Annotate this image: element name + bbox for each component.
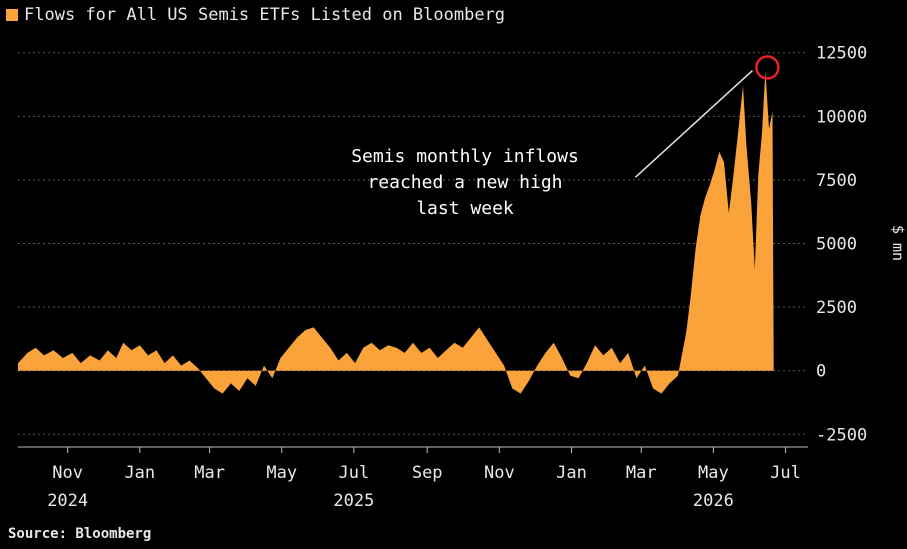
x-tick-label: May	[266, 463, 297, 483]
x-axis: Nov Jan Mar May Jul Sep Nov Jan Mar May Jul 2024 202…	[47, 447, 801, 511]
chart-title: Flows for All US Semis ETFs Listed on Bl…	[24, 5, 506, 25]
y-axis-label: $ mn	[889, 225, 907, 261]
y-tick-label: 12500	[816, 44, 867, 64]
x-tick-label: Nov	[52, 463, 83, 483]
source-note: Source: Bloomberg	[8, 526, 152, 542]
legend: Flows for All US Semis ETFs Listed on Bl…	[6, 4, 505, 26]
x-tick-label: Jul	[339, 463, 370, 483]
y-tick-label: -2500	[816, 425, 867, 445]
annotation-line-3: last week	[416, 198, 514, 219]
x-tick-label: May	[698, 463, 729, 483]
legend-swatch	[6, 9, 18, 21]
y-tick-label: 7500	[816, 171, 857, 191]
x-year-label: 2025	[333, 491, 374, 511]
x-tick-label: Mar	[194, 463, 225, 483]
x-tick-label: Sep	[412, 463, 443, 483]
y-axis: 12500 10000 7500 5000 2500 0 -2500	[816, 44, 867, 446]
grid-lines	[18, 52, 808, 435]
x-year-label: 2026	[693, 491, 734, 511]
annotation-line-1: Semis monthly inflows	[351, 146, 579, 167]
y-tick-label: 10000	[816, 107, 867, 127]
x-tick-label: Jul	[770, 463, 801, 483]
y-tick-label: 0	[816, 362, 826, 382]
annotation-text: Semis monthly inflows reached a new high l…	[351, 146, 579, 219]
y-tick-label: 2500	[816, 298, 857, 318]
annotation-line-2: reached a new high	[367, 172, 562, 193]
annotation-marker	[755, 55, 780, 80]
flow-area	[18, 70, 774, 394]
y-tick-label: 5000	[816, 235, 857, 255]
annotation-line	[634, 69, 753, 178]
x-tick-label: Jan	[556, 463, 587, 483]
x-year-label: 2024	[47, 491, 88, 511]
x-tick-label: Mar	[626, 463, 657, 483]
x-tick-label: Nov	[484, 463, 515, 483]
x-tick-label: Jan	[124, 463, 155, 483]
